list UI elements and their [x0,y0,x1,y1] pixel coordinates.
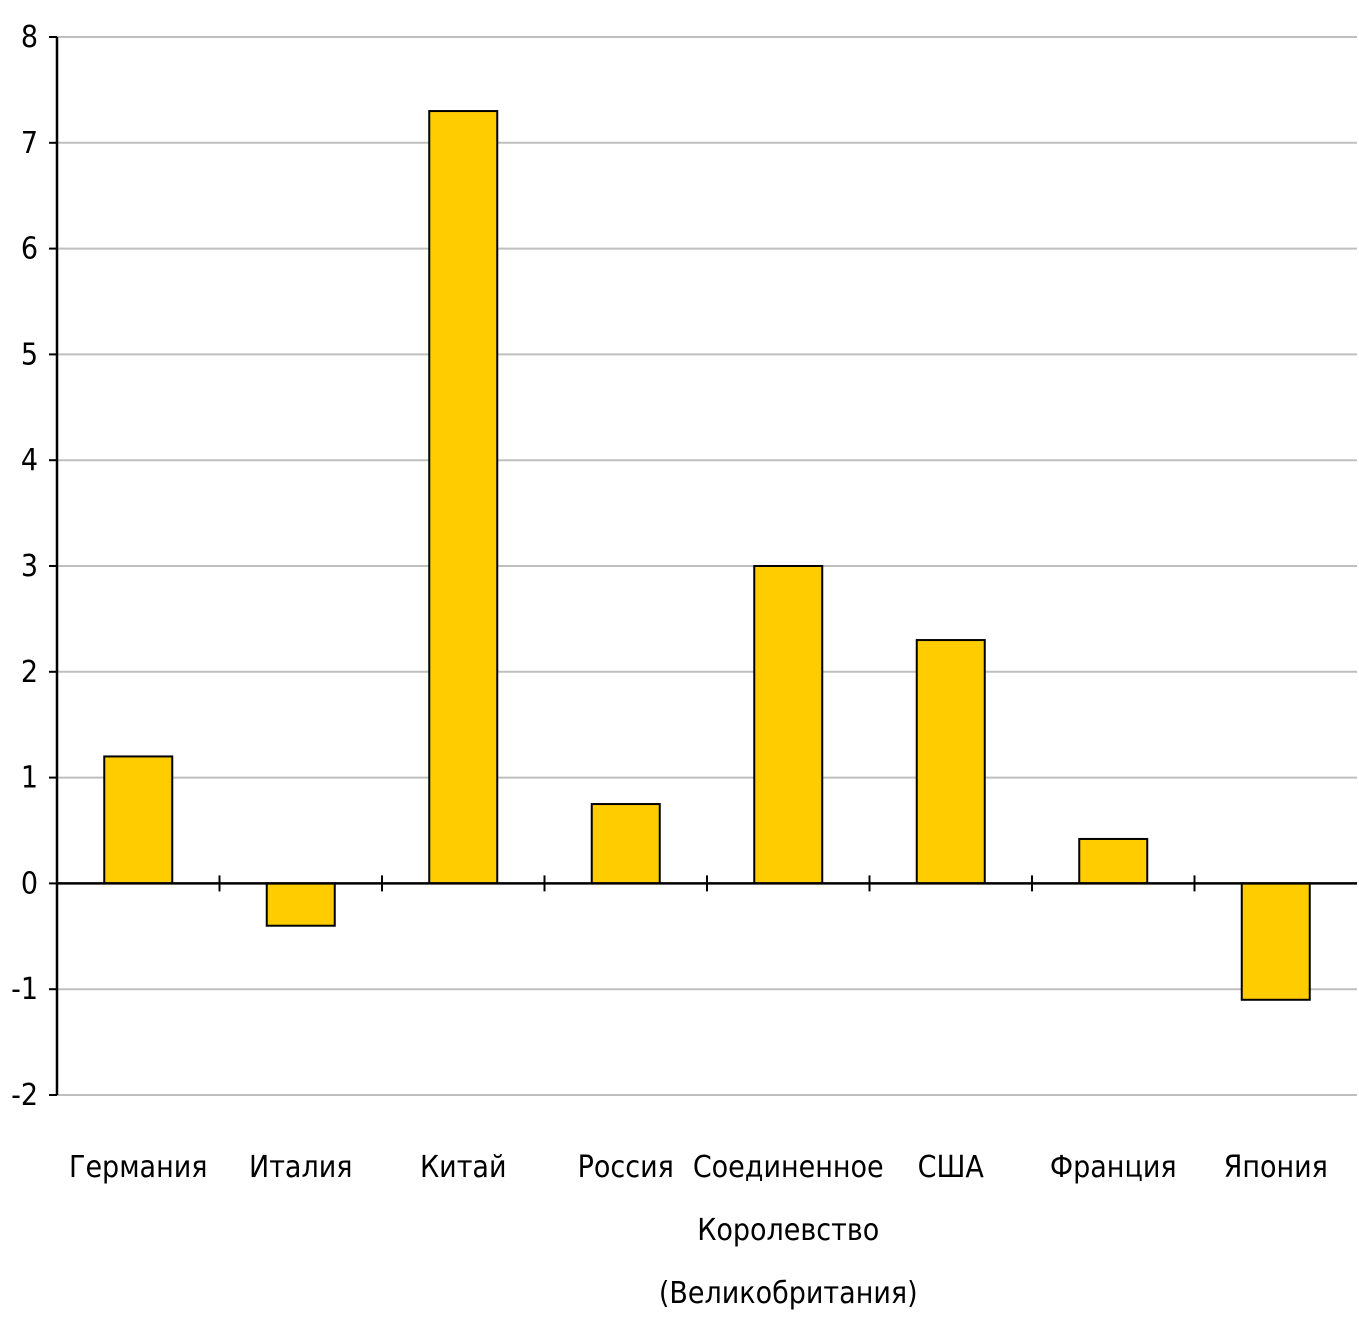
axes [49,36,1357,1096]
bar [1240,882,1311,1001]
bar [590,803,661,885]
x-category-label: Италия [249,1150,352,1185]
y-tick-labels: 8 7 6 5 4 3 2 1 0 -1 -2 [11,20,38,1113]
y-tick-label: 3 [21,549,38,584]
bar [103,755,174,885]
y-tick-label: 2 [21,655,38,690]
bar [915,639,986,885]
bar [265,882,336,927]
bar [753,565,824,885]
gridlines [57,36,1357,1096]
y-tick-label: 1 [21,761,38,796]
x-category-label: Франция [1050,1150,1177,1185]
y-tick-label: 8 [21,20,38,55]
x-category-label: Россия [578,1150,674,1185]
y-tick-label: 6 [21,232,38,267]
x-category-labels: Германия Италия Китай Россия Соединенное Коро… [69,1150,1328,1311]
x-category-label: Германия [69,1150,208,1185]
x-category-label: Королевство [697,1213,879,1248]
y-tick-label: -2 [11,1078,38,1113]
bar [1078,837,1149,885]
x-category-label: (Великобритания) [659,1276,918,1311]
y-tick-label: -1 [11,972,38,1007]
bars [103,110,1311,1001]
y-tick-label: 7 [21,126,38,161]
x-category-label: Соединенное [693,1150,884,1185]
x-category-label: Китай [420,1150,506,1185]
y-tick-label: 0 [21,866,38,901]
y-tick-label: 4 [21,443,38,478]
y-tick-label: 5 [21,337,38,372]
x-category-label: США [918,1150,985,1185]
bar [428,110,499,885]
x-category-label: Япония [1224,1150,1328,1185]
